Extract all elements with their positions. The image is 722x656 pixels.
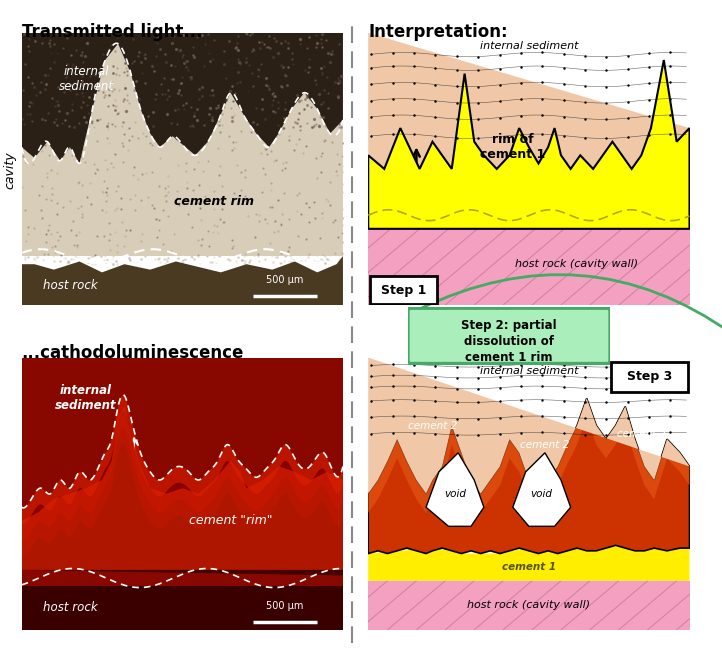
Text: internal
sediment: internal sediment [58, 65, 113, 93]
Polygon shape [368, 398, 690, 513]
Text: 500 μm: 500 μm [266, 275, 304, 285]
Text: Step 2: partial: Step 2: partial [461, 319, 557, 332]
Text: rim of
cement 1: rim of cement 1 [480, 133, 545, 161]
Polygon shape [22, 407, 343, 570]
Text: host rock: host rock [43, 279, 97, 293]
Text: void: void [531, 489, 553, 499]
Text: Step 3: Step 3 [627, 370, 672, 383]
Text: cement 1 rim: cement 1 rim [465, 352, 553, 364]
Text: host rock (cavity wall): host rock (cavity wall) [467, 600, 591, 610]
Polygon shape [368, 60, 690, 229]
Polygon shape [368, 358, 690, 493]
Polygon shape [22, 44, 343, 256]
Bar [368, 229, 690, 305]
Text: void: void [444, 489, 466, 499]
Text: internal sediment: internal sediment [479, 366, 578, 376]
Text: cement "rim": cement "rim" [188, 514, 272, 527]
Polygon shape [22, 395, 343, 570]
Text: internal sediment: internal sediment [479, 41, 578, 51]
Polygon shape [426, 453, 484, 526]
Polygon shape [22, 411, 343, 575]
Text: Transmitted light...: Transmitted light... [22, 23, 202, 41]
FancyBboxPatch shape [611, 361, 688, 392]
Text: cement 2: cement 2 [521, 440, 570, 449]
Text: cement 2: cement 2 [617, 429, 666, 439]
Polygon shape [513, 453, 570, 526]
Polygon shape [22, 33, 343, 163]
Polygon shape [22, 428, 343, 575]
Bar [22, 586, 343, 630]
Text: cement 2: cement 2 [408, 420, 457, 430]
Text: Step 1: Step 1 [381, 283, 426, 297]
Polygon shape [22, 256, 343, 305]
Bar [368, 581, 690, 630]
Polygon shape [368, 398, 690, 554]
Text: dissolution of: dissolution of [464, 335, 554, 348]
Text: host rock (cavity wall): host rock (cavity wall) [516, 259, 639, 269]
FancyBboxPatch shape [408, 308, 610, 363]
Text: 500 μm: 500 μm [266, 601, 304, 611]
FancyBboxPatch shape [370, 276, 438, 304]
Text: cavity: cavity [4, 152, 17, 190]
Text: cement 1: cement 1 [502, 562, 556, 572]
Text: internal
sediment: internal sediment [55, 384, 117, 413]
Polygon shape [22, 444, 343, 575]
Text: Interpretation:: Interpretation: [368, 23, 508, 41]
Polygon shape [368, 33, 690, 169]
Text: cement rim: cement rim [175, 195, 254, 208]
Polygon shape [368, 543, 690, 581]
Text: ...cathodoluminescence: ...cathodoluminescence [22, 344, 244, 362]
Text: host rock: host rock [43, 602, 97, 615]
